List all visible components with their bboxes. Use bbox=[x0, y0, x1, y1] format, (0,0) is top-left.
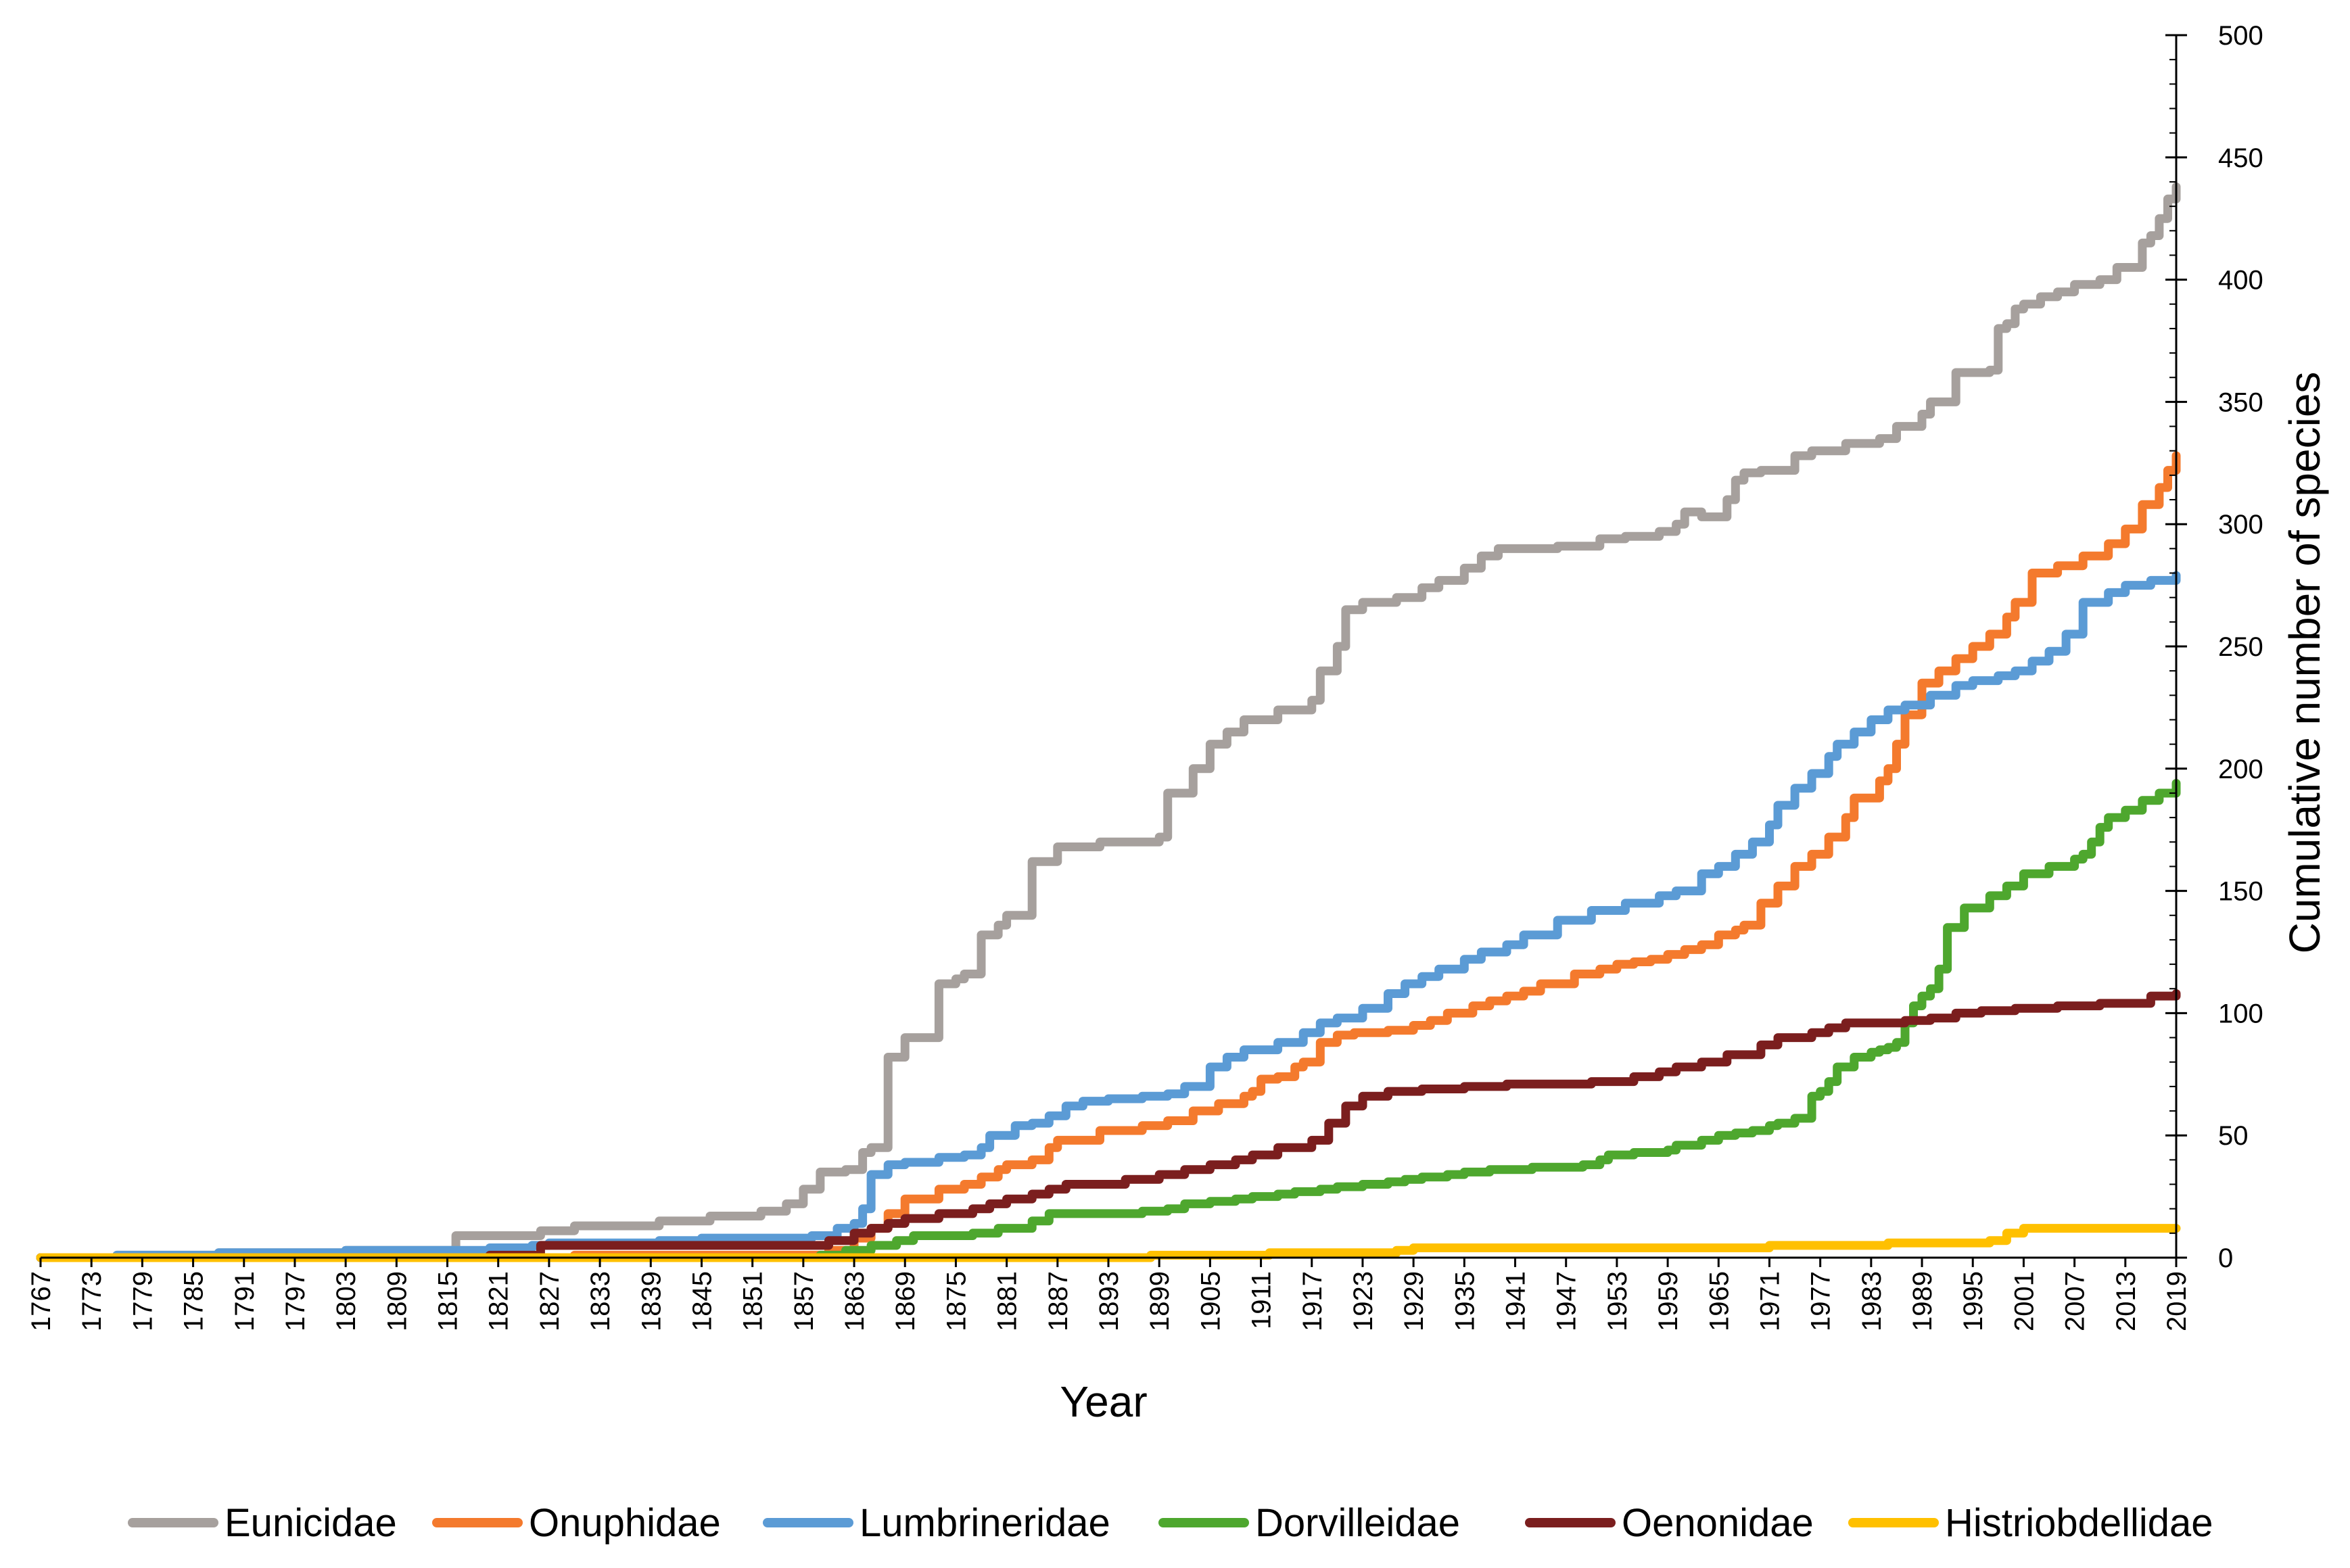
legend-label-lumbrineridae: Lumbrineridae bbox=[860, 1501, 1110, 1545]
x-tick-label: 1767 bbox=[26, 1271, 56, 1331]
x-tick-label: 1911 bbox=[1247, 1271, 1277, 1329]
series-line-lumbrineridae bbox=[36, 571, 2181, 1262]
x-tick-label: 1851 bbox=[738, 1271, 768, 1331]
y-tick-label: 150 bbox=[2218, 877, 2263, 907]
x-tick-label: 1857 bbox=[789, 1271, 819, 1331]
x-tick-label: 1863 bbox=[840, 1271, 870, 1331]
series-line-onuphidae bbox=[36, 451, 2181, 1262]
y-tick-label: 50 bbox=[2218, 1121, 2249, 1151]
x-tick-label: 1995 bbox=[1958, 1271, 1988, 1331]
x-tick-label: 1929 bbox=[1399, 1271, 1429, 1331]
plot-lines bbox=[36, 182, 2181, 1262]
legend-label-dorvilleidae: Dorvilleidae bbox=[1255, 1501, 1460, 1545]
series-line-dorvilleidae bbox=[36, 779, 2181, 1262]
x-tick-label: 2001 bbox=[2009, 1271, 2039, 1331]
y-tick-label: 250 bbox=[2218, 632, 2263, 662]
x-tick-label: 1971 bbox=[1755, 1271, 1785, 1331]
x-tick-label: 1875 bbox=[941, 1271, 971, 1331]
x-tick-label: 1941 bbox=[1501, 1271, 1531, 1331]
legend-label-histriobdellidae: Histriobdellidae bbox=[1945, 1501, 2213, 1545]
series-line-histriobdellidae bbox=[36, 1224, 2181, 1262]
x-tick-label: 1899 bbox=[1145, 1271, 1175, 1331]
x-tick-label: 2019 bbox=[2162, 1271, 2192, 1331]
x-tick-label: 2007 bbox=[2061, 1271, 2090, 1331]
x-tick-label: 1803 bbox=[331, 1271, 361, 1331]
x-tick-label: 2013 bbox=[2111, 1271, 2141, 1331]
legend-label-oenonidae: Oenonidae bbox=[1622, 1501, 1814, 1545]
y-axis-title: Cumulative number of species bbox=[2280, 372, 2329, 954]
x-tick-label: 1983 bbox=[1857, 1271, 1887, 1331]
x-tick-label: 1917 bbox=[1298, 1271, 1327, 1331]
x-tick-label: 1785 bbox=[179, 1271, 209, 1331]
y-axis: 0 50 100 150 200 250 300 350 400 450 500 bbox=[2165, 21, 2263, 1273]
x-tick-label: 1923 bbox=[1348, 1271, 1378, 1331]
x-tick-label: 1953 bbox=[1603, 1271, 1632, 1331]
x-tick-label: 1845 bbox=[687, 1271, 717, 1331]
x-tick-label: 1959 bbox=[1653, 1271, 1683, 1331]
x-tick-label: 1869 bbox=[891, 1271, 920, 1331]
y-tick-label: 350 bbox=[2218, 387, 2263, 417]
x-tick-label: 1797 bbox=[281, 1271, 310, 1331]
x-tick-label: 1809 bbox=[382, 1271, 412, 1331]
x-axis: 1767 1773 1779 1785 1791 1797 1803 1809 1815 1821… bbox=[26, 1256, 2192, 1331]
y-tick-label: 300 bbox=[2218, 510, 2263, 540]
x-tick-label: 1773 bbox=[77, 1271, 107, 1331]
x-tick-label: 1815 bbox=[433, 1271, 463, 1331]
y-tick-label: 400 bbox=[2218, 266, 2263, 295]
series-line-eunicidae bbox=[36, 182, 2181, 1262]
x-tick-label: 1887 bbox=[1043, 1271, 1073, 1331]
legend-label-onuphidae: Onuphidae bbox=[529, 1501, 721, 1545]
legend-label-eunicidae: Eunicidae bbox=[225, 1501, 397, 1545]
x-tick-label: 1881 bbox=[993, 1271, 1023, 1331]
series-line-oenonidae bbox=[36, 989, 2181, 1262]
x-tick-label: 1965 bbox=[1704, 1271, 1734, 1331]
x-tick-label: 1839 bbox=[636, 1271, 666, 1331]
y-tick-label: 450 bbox=[2218, 143, 2263, 173]
y-tick-label: 200 bbox=[2218, 755, 2263, 784]
y-tick-label: 0 bbox=[2218, 1243, 2233, 1273]
x-tick-label: 1827 bbox=[535, 1271, 565, 1331]
x-tick-label: 1935 bbox=[1450, 1271, 1480, 1331]
x-axis-title: Year bbox=[1060, 1377, 1147, 1426]
x-tick-label: 1893 bbox=[1094, 1271, 1124, 1331]
x-tick-label: 1905 bbox=[1196, 1271, 1225, 1331]
y-tick-label: 100 bbox=[2218, 999, 2263, 1028]
x-tick-label: 1779 bbox=[128, 1271, 158, 1331]
x-tick-label: 1989 bbox=[1908, 1271, 1937, 1331]
y-tick-label: 500 bbox=[2218, 21, 2263, 51]
x-tick-label: 1977 bbox=[1806, 1271, 1836, 1331]
x-tick-label: 1833 bbox=[586, 1271, 615, 1331]
x-tick-label: 1947 bbox=[1552, 1271, 1582, 1331]
x-tick-label: 1791 bbox=[230, 1271, 260, 1331]
legend: Eunicidae Onuphidae Lumbrineridae Dorvillei… bbox=[128, 1501, 2213, 1545]
x-tick-label: 1821 bbox=[484, 1271, 514, 1331]
